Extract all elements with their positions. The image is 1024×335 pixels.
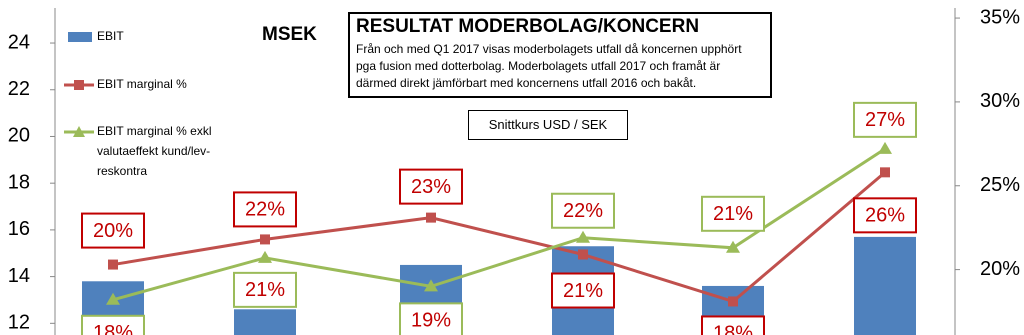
marker: [260, 234, 270, 245]
data-label: 27%: [865, 109, 905, 131]
marker: [258, 250, 272, 263]
legend-marker: [74, 80, 84, 90]
y-tick-label: 14: [8, 265, 30, 287]
y-tick-label: 22: [8, 78, 30, 100]
data-label: 26%: [865, 205, 905, 227]
data-label: 20%: [93, 220, 133, 242]
y-tick-label: 20: [8, 125, 30, 147]
data-label: 21%: [245, 279, 285, 301]
y2-tick-label: 35%: [980, 6, 1020, 28]
marker: [578, 249, 588, 260]
data-label-box: [233, 271, 297, 308]
data-label-box: [233, 191, 297, 228]
marker: [878, 141, 892, 154]
marker: [726, 240, 740, 253]
bar: [854, 236, 916, 335]
title-box: RESULTAT MODERBOLAG/KONCERN Från och med…: [348, 12, 772, 98]
marker: [426, 212, 436, 223]
bar: [234, 309, 296, 335]
marker: [106, 292, 120, 305]
legend-label: EBIT: [97, 29, 124, 43]
y2-tick-label: 30%: [980, 90, 1020, 112]
marker: [576, 230, 590, 243]
chart-title: RESULTAT MODERBOLAG/KONCERN: [356, 16, 700, 37]
data-label: 23%: [411, 176, 451, 198]
data-label-box: [853, 197, 917, 234]
y2-tick-label: 25%: [980, 174, 1020, 196]
annotation: Snittkurs USD / SEK: [468, 110, 628, 140]
marker: [108, 259, 118, 270]
data-label: 21%: [563, 280, 603, 302]
note: Från och med Q1 2017 visas moderbolagets…: [356, 42, 742, 90]
y-tick-label: 24: [8, 31, 30, 53]
line: [112, 147, 886, 302]
data-label-box: [853, 101, 917, 138]
data-label-box: [81, 314, 145, 335]
data-label-box: [551, 192, 615, 229]
marker: [880, 167, 890, 178]
legend-label: EBIT marginal % exkl valutaeffekt kund/l…: [97, 124, 212, 178]
data-label-box: [399, 302, 463, 335]
y-tick-label: 18: [8, 171, 30, 193]
data-label-box: [81, 212, 145, 249]
data-label: 22%: [563, 200, 603, 222]
unit-label: MSEK: [262, 24, 317, 45]
data-label-box: [701, 195, 765, 232]
marker: [728, 296, 738, 307]
data-label-box: [701, 315, 765, 335]
marker: [424, 279, 438, 292]
data-label: 18%: [713, 323, 753, 335]
y2-tick-label: 20%: [980, 258, 1020, 280]
legend-swatch: [68, 32, 92, 42]
data-label: 19%: [411, 310, 451, 332]
data-label-box: [399, 168, 463, 205]
line: [112, 171, 886, 304]
legend-marker: [73, 126, 85, 137]
y-tick-label: 12: [8, 312, 30, 334]
legend-label: EBIT marginal %: [97, 77, 187, 91]
data-label: 21%: [713, 203, 753, 225]
y-tick-label: 16: [8, 218, 30, 240]
data-label-box: [551, 272, 615, 309]
data-label: 18%: [93, 322, 133, 335]
data-label: 22%: [245, 199, 285, 221]
